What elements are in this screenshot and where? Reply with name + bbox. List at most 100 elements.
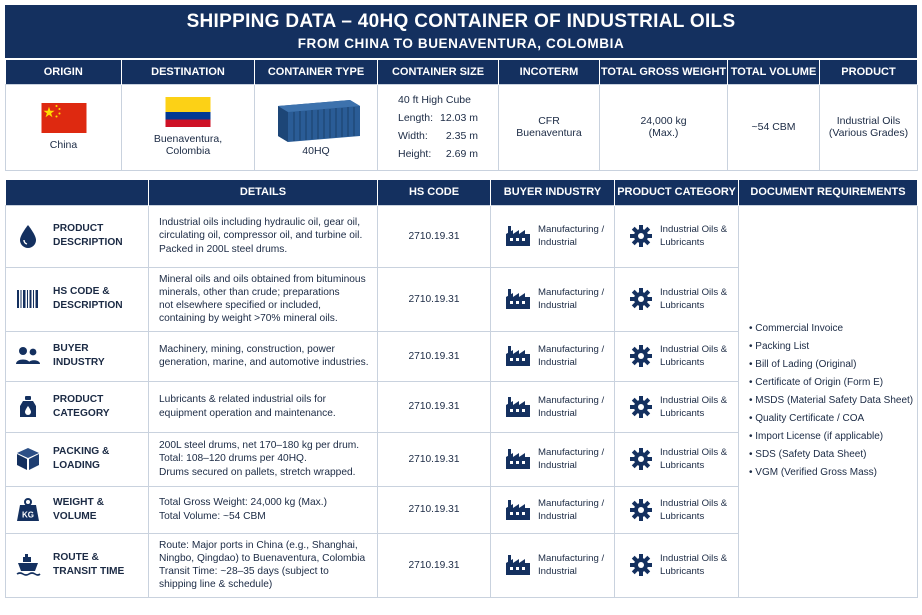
- incoterm-line1: CFR: [538, 115, 560, 127]
- length-label: Length:: [398, 112, 434, 124]
- industry-line2: Industrial: [538, 357, 577, 368]
- gear-icon: [630, 498, 652, 521]
- details-line: Transit Time: ~28–35 days (subject to: [159, 566, 329, 577]
- factory-icon: [506, 499, 530, 520]
- details-line: circulating oil, compressor oil, and tur…: [159, 230, 363, 242]
- row-label-line2: INDUSTRY: [53, 357, 105, 368]
- details-line: generation, marine, and automotive indus…: [159, 357, 369, 368]
- shipping-container-icon: [278, 99, 360, 142]
- box-icon: [15, 446, 41, 472]
- details-header-blank: [5, 180, 149, 205]
- gear-icon: [630, 395, 652, 418]
- details-line: shipping line & schedule): [159, 579, 273, 591]
- details-header-details: DETAILS: [148, 180, 378, 205]
- table-row: HS CODE & DESCRIPTION Mineral oils and o…: [5, 266, 918, 332]
- row-label-cell: ROUTE & TRANSIT TIME: [5, 532, 149, 598]
- category-line1: Industrial Oils &: [660, 287, 728, 298]
- ship-icon: [15, 552, 41, 578]
- summary-header-row: ORIGIN DESTINATION CONTAINER TYPE CONTAI…: [5, 60, 918, 84]
- hs-code-cell: 2710.19.31: [377, 431, 491, 487]
- category-line2: Lubricants: [660, 460, 705, 471]
- table-row: PACKING & LOADING 200L steel drums, net …: [5, 431, 918, 487]
- summary-table: ORIGIN DESTINATION CONTAINER TYPE CONTAI…: [5, 60, 918, 171]
- hs-code-cell: 2710.19.31: [377, 532, 491, 598]
- details-line: Total Volume: ~54 CBM: [159, 510, 266, 522]
- product-category-cell: Industrial Oils & Lubricants: [614, 380, 739, 433]
- product-category-cell: Industrial Oils & Lubricants: [614, 431, 739, 487]
- document-list-item: Bill of Lading (Original): [749, 356, 917, 374]
- row-label-cell: BUYER INDUSTRY: [5, 330, 149, 382]
- details-line: Route: Major ports in China (e.g., Shang…: [159, 539, 358, 551]
- gear-icon: [630, 345, 652, 367]
- container-type-value: 40HQ: [302, 144, 330, 157]
- details-line: Lubricants & related industrial oils for: [159, 394, 327, 406]
- gear-icon: [630, 448, 652, 470]
- row-label-line1: ROUTE &: [53, 552, 99, 563]
- buyer-industry-cell: Manufacturing / Industrial: [490, 330, 615, 382]
- details-line: Ningbo, Qingdao) to Buenaventura, Colomb…: [159, 552, 366, 564]
- summary-header-incoterm: INCOTERM: [498, 60, 600, 84]
- row-label-line2: TRANSIT TIME: [53, 566, 125, 577]
- row-label-line1: PRODUCT: [53, 393, 104, 405]
- details-line: equipment operation and maintenance.: [159, 407, 336, 419]
- row-label-line1: HS CODE &: [53, 286, 110, 297]
- details-cell: Mineral oils and oils obtained from bitu…: [148, 266, 378, 332]
- row-label-line2: DESCRIPTION: [53, 237, 123, 248]
- details-line: minerals, other than crude; preparations: [159, 286, 340, 298]
- category-line1: Industrial Oils &: [660, 447, 728, 458]
- details-line: Machinery, mining, construction, power: [159, 343, 335, 355]
- hs-code-cell: 2710.19.31: [377, 204, 491, 268]
- row-label-line2: CATEGORY: [53, 407, 110, 419]
- product-category-cell: Industrial Oils & Lubricants: [614, 266, 739, 332]
- industry-line1: Manufacturing /: [538, 553, 605, 564]
- height-value: 2.69 m: [445, 148, 478, 160]
- details-header-row: DETAILS HS CODE BUYER INDUSTRY PRODUCT C…: [5, 180, 918, 205]
- row-label-cell: PACKING & LOADING: [5, 431, 149, 487]
- details-cell: Total Gross Weight: 24,000 kg (Max.) Tota…: [148, 485, 378, 534]
- details-line: Drums secured on pallets, stretch wrappe…: [159, 466, 356, 478]
- summary-values-row: China Buenaventura, Colombia: [5, 83, 918, 171]
- table-row: PRODUCT CATEGORY Lubricants & related in…: [5, 380, 918, 433]
- details-line: containing by weight >70% mineral oils.: [159, 313, 338, 325]
- industry-line2: Industrial: [538, 407, 577, 419]
- buyer-industry-cell: Manufacturing / Industrial: [490, 204, 615, 268]
- factory-icon: [506, 346, 530, 366]
- document-list-item: VGM (Verified Gross Mass): [749, 464, 917, 482]
- row-label-cell: KG WEIGHT & VOLUME: [5, 485, 149, 534]
- row-label-line1: PACKING &: [53, 446, 110, 457]
- category-line2: Lubricants: [660, 566, 705, 577]
- category-line2: Lubricants: [660, 407, 705, 419]
- incoterm-line2: Buenaventura: [516, 127, 582, 139]
- summary-header-origin: ORIGIN: [5, 60, 122, 84]
- product-category-cell: Industrial Oils & Lubricants: [614, 485, 739, 534]
- buyer-industry-cell: Manufacturing / Industrial: [490, 266, 615, 332]
- details-cell: Lubricants & related industrial oils for…: [148, 380, 378, 433]
- details-cell: 200L steel drums, net 170–180 kg per dru…: [148, 431, 378, 487]
- summary-header-container-type: CONTAINER TYPE: [254, 60, 378, 84]
- row-label-line1: WEIGHT &: [53, 496, 104, 508]
- industry-line1: Manufacturing /: [538, 447, 605, 458]
- gross-weight-line2: (Max.): [648, 127, 679, 139]
- category-line2: Lubricants: [660, 510, 705, 522]
- details-line: Total Gross Weight: 24,000 kg (Max.): [159, 497, 327, 509]
- china-flag-icon: [41, 103, 86, 133]
- factory-icon: [506, 289, 530, 309]
- destination-line2: Colombia: [165, 145, 211, 157]
- document-list-item: Packing List: [749, 338, 917, 356]
- hs-code-cell: 2710.19.31: [377, 266, 491, 332]
- industry-line1: Manufacturing /: [538, 287, 605, 298]
- category-line1: Industrial Oils &: [660, 344, 728, 355]
- details-line: 200L steel drums, net 170–180 kg per dru…: [159, 440, 360, 452]
- hs-code-cell: 2710.19.31: [377, 380, 491, 433]
- volume-cell: ~54 CBM: [727, 83, 820, 171]
- hs-code-cell: 2710.19.31: [377, 330, 491, 382]
- buyer-industry-cell: Manufacturing / Industrial: [490, 532, 615, 598]
- gear-icon: [630, 288, 652, 310]
- details-line: Industrial oils including hydraulic oil,…: [159, 217, 361, 229]
- product-line2: (Various Grades): [828, 127, 909, 139]
- factory-icon: [506, 226, 530, 246]
- industry-line1: Manufacturing /: [538, 497, 605, 509]
- container-type-cell: 40HQ: [254, 83, 378, 171]
- summary-header-product: PRODUCT: [819, 60, 918, 84]
- category-line1: Industrial Oils &: [660, 224, 728, 235]
